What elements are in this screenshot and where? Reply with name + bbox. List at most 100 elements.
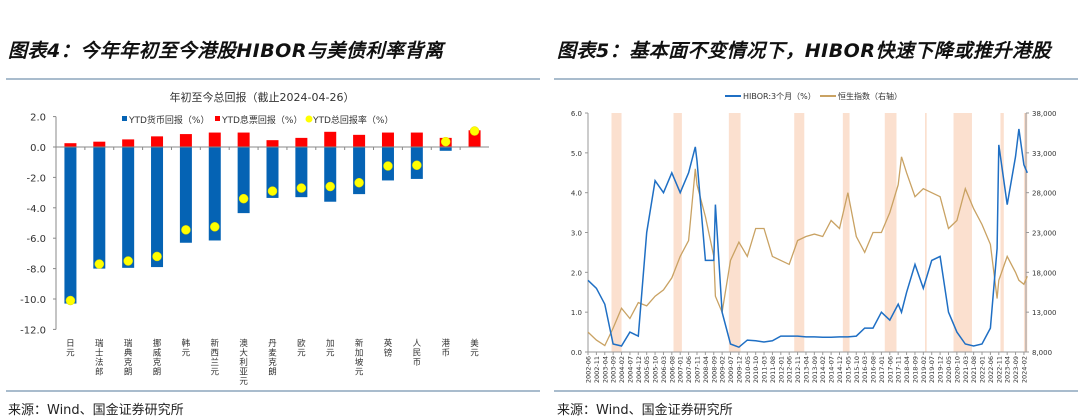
x-tick-label-char: 克 <box>153 358 162 368</box>
bar-currency-return <box>179 147 192 243</box>
bar-currency-return <box>439 147 452 151</box>
bar-coupon-return <box>295 137 308 147</box>
x-tick-label-char: 朗 <box>124 367 133 378</box>
shaded-period <box>611 113 622 352</box>
x-tick-label: 2023-09 <box>1012 356 1020 383</box>
x-tick-label: 2022-06 <box>987 356 995 383</box>
figure4-top-divider <box>6 78 540 80</box>
x-tick-label-char: 元 <box>470 349 479 359</box>
x-tick-label: 2002-11 <box>593 356 601 383</box>
x-tick-label: 2015-10 <box>853 356 861 383</box>
x-tick-label-char: 加 <box>326 338 335 349</box>
x-tick-label-char: 民 <box>413 349 422 359</box>
x-tick-label: 2014-07 <box>828 356 836 383</box>
bar-coupon-return <box>381 132 394 147</box>
y-left-tick-label: 4.0 <box>571 190 582 198</box>
x-tick-label-char: 新 <box>211 338 220 349</box>
y-left-tick-label: 2.0 <box>571 269 582 277</box>
x-tick-label: 2019-07 <box>928 356 936 383</box>
y-right-tick-label: 28,000 <box>1032 190 1057 198</box>
legend-label-0: YTD货币回报（%） <box>128 114 209 126</box>
bar-currency-return <box>208 147 221 241</box>
x-tick-label: 2013-09 <box>811 356 819 383</box>
x-tick-label-char: 元 <box>182 349 191 359</box>
x-tick-label-char: 欧 <box>297 338 306 349</box>
x-tick-label: 2024-02 <box>1020 356 1028 383</box>
x-tick-label: 2004-07 <box>626 356 634 383</box>
x-tick-label: 2005-10 <box>652 356 660 383</box>
line-hang-seng-index <box>587 156 1028 347</box>
x-tick-label: 2002-06 <box>585 356 593 383</box>
figure4-source: 来源：Wind、国金证券研究所 <box>8 403 184 418</box>
x-tick-label: 2011-08 <box>769 356 777 383</box>
x-tick-label-char: 瑞 <box>124 338 133 349</box>
x-tick-label-char: 典 <box>124 348 133 359</box>
bar-coupon-return <box>237 132 250 147</box>
x-tick-label: 2003-09 <box>610 356 618 383</box>
x-tick-label-char: 日 <box>66 339 75 349</box>
chart-title: 年初至今总回报（截止2024-04-26） <box>170 90 355 104</box>
x-tick-label: 2021-08 <box>970 356 978 383</box>
point-total-return <box>210 222 220 232</box>
x-tick-label: 2014-02 <box>819 356 827 383</box>
shaded-period <box>884 113 897 352</box>
bar-currency-return <box>266 147 279 198</box>
x-tick-label-char: 元 <box>239 377 248 387</box>
shaded-period <box>925 113 927 352</box>
x-tick-label-char: 元 <box>211 368 220 378</box>
shaded-period <box>842 113 850 352</box>
x-tick-label: 2018-09 <box>911 356 919 383</box>
x-tick-label-char: 澳 <box>239 338 248 349</box>
y-tick-label: -2.0 <box>26 173 46 184</box>
bar-coupon-return <box>179 134 192 147</box>
bar-coupon-return <box>93 141 106 147</box>
line-hibor-3m <box>587 128 1028 349</box>
point-total-return <box>238 193 249 204</box>
shaded-period <box>794 113 805 352</box>
x-tick-label: 2012-11 <box>794 356 802 383</box>
legend-label-2: YTD总回报率（%） <box>312 114 393 126</box>
point-total-return <box>354 177 364 188</box>
legend-marker-1 <box>215 116 220 121</box>
y-tick-label: -12.0 <box>20 325 46 336</box>
x-tick-label: 2014-12 <box>836 356 844 383</box>
x-tick-label: 2003-04 <box>601 356 609 383</box>
point-total-return <box>65 295 76 306</box>
x-tick-label-char: 美 <box>470 338 479 349</box>
figure4-title: 图表4：今年年初至今港股HIBOR与美债利率背离 <box>8 40 444 62</box>
point-total-return <box>296 183 307 193</box>
figure5-source: 来源：Wind、国金证券研究所 <box>557 403 733 418</box>
y-right-tick-label: 33,000 <box>1032 150 1057 158</box>
x-tick-label: 2018-04 <box>903 356 911 383</box>
point-total-return <box>412 160 422 170</box>
y-left-tick-label: 5.0 <box>571 150 582 158</box>
x-tick-label-char: 元 <box>355 368 364 378</box>
x-tick-label-char: 大 <box>239 348 248 359</box>
x-tick-label: 2004-02 <box>618 356 626 383</box>
legend-marker-0 <box>122 116 127 121</box>
x-tick-label: 2009-07 <box>727 356 735 383</box>
x-tick-label: 2012-06 <box>786 356 794 383</box>
figure5-bottom-divider <box>554 390 1078 392</box>
point-total-return <box>440 136 451 147</box>
bar-coupon-return <box>410 132 423 147</box>
y-right-tick-label: 13,000 <box>1032 309 1057 317</box>
x-tick-label-char: 镑 <box>384 348 393 359</box>
y-tick-label: -8.0 <box>26 265 46 276</box>
bar-currency-return <box>151 147 164 268</box>
x-tick-label-char: 加 <box>355 348 364 359</box>
x-tick-label: 2022-11 <box>995 356 1003 383</box>
shaded-period <box>1000 113 1004 352</box>
x-tick-label-char: 港 <box>441 338 450 349</box>
point-total-return <box>181 225 191 235</box>
x-tick-label: 2016-08 <box>870 356 878 383</box>
legend-label-hsi: 恒生指数（右轴） <box>838 91 902 101</box>
x-tick-label-char: 瑞 <box>95 338 104 349</box>
x-tick-label: 2015-05 <box>844 356 852 383</box>
y-left-tick-label: 3.0 <box>571 230 582 238</box>
y-right-tick-label: 23,000 <box>1032 230 1057 238</box>
y-tick-label: -10.0 <box>20 295 46 306</box>
legend-label-hibor: HIBOR:3个月（%） <box>743 92 816 101</box>
x-tick-label-char: 克 <box>124 358 133 368</box>
bar-coupon-return <box>122 139 135 147</box>
